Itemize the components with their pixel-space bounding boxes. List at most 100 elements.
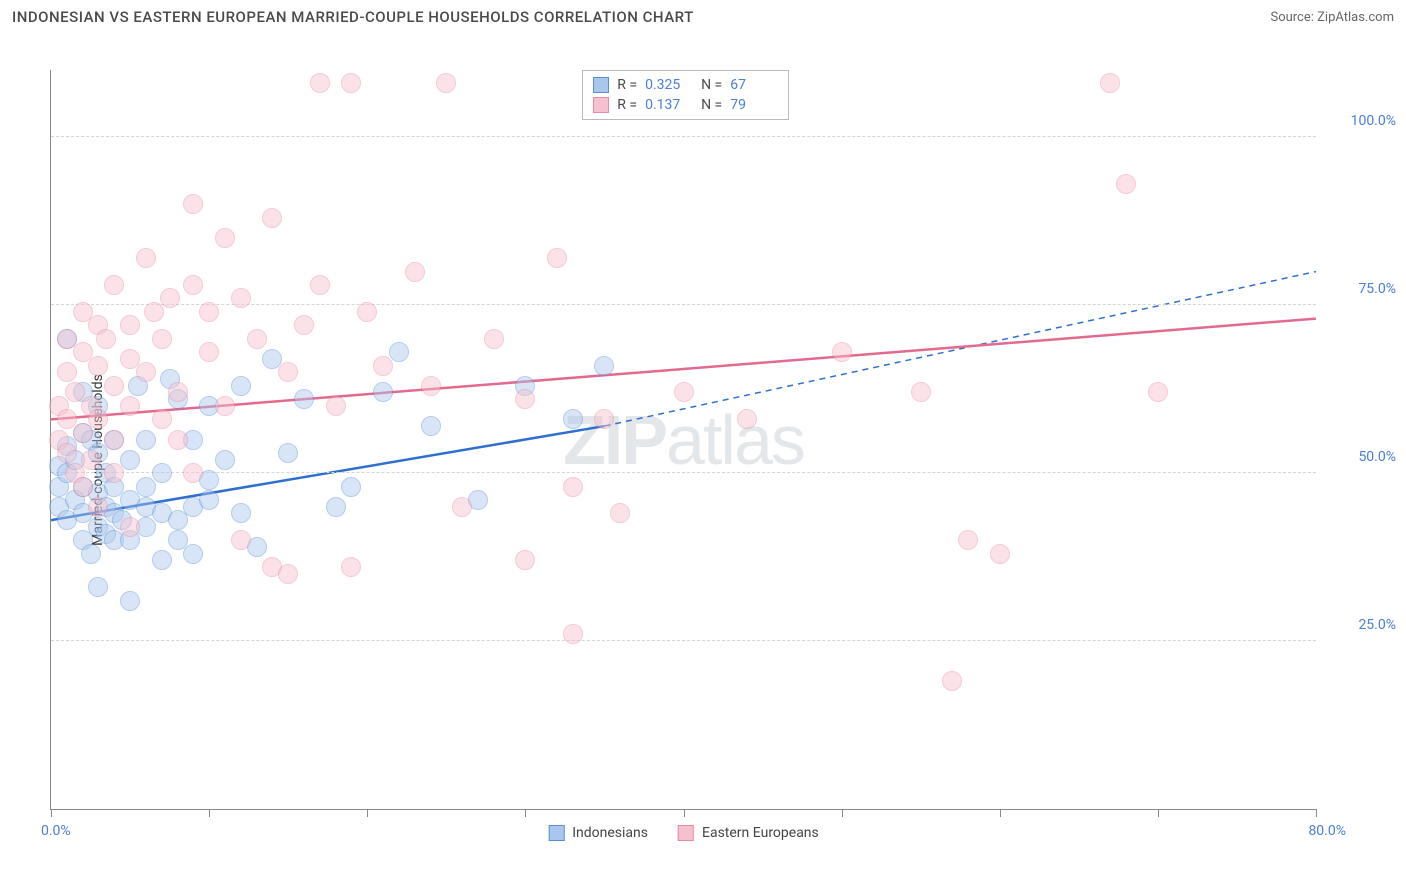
scatter-point-eastern_europeans [373, 356, 393, 376]
scatter-point-eastern_europeans [547, 248, 567, 268]
scatter-point-eastern_europeans [326, 396, 346, 416]
scatter-point-eastern_europeans [231, 288, 251, 308]
x-tick [1158, 809, 1159, 817]
plot-area: ZIPatlas R =0.325N =67R =0.137N =79 0.0%… [50, 70, 1316, 810]
x-axis-max-label: 80.0% [1308, 823, 1346, 839]
scatter-point-eastern_europeans [262, 208, 282, 228]
scatter-point-eastern_europeans [294, 315, 314, 335]
legend-swatch [593, 97, 609, 113]
scatter-point-eastern_europeans [958, 530, 978, 550]
scatter-point-eastern_europeans [57, 443, 77, 463]
scatter-point-indonesians [120, 450, 140, 470]
scatter-point-eastern_europeans [136, 248, 156, 268]
legend-swatch [678, 825, 694, 841]
stats-row-indonesians: R = 0.325 N = 67 [593, 75, 778, 95]
r-value: 0.325 [645, 77, 693, 93]
legend-swatch [548, 825, 564, 841]
scatter-point-indonesians [136, 477, 156, 497]
scatter-point-eastern_europeans [183, 275, 203, 295]
legend-label: Eastern Europeans [702, 825, 819, 841]
scatter-point-eastern_europeans [120, 315, 140, 335]
x-tick [1316, 809, 1317, 817]
scatter-point-eastern_europeans [104, 463, 124, 483]
legend-item-eastern_europeans: Eastern Europeans [678, 825, 819, 841]
scatter-point-eastern_europeans [484, 329, 504, 349]
gridline [51, 136, 1316, 137]
x-tick [684, 809, 685, 817]
bottom-legend: IndonesiansEastern Europeans [548, 825, 819, 841]
scatter-point-eastern_europeans [594, 409, 614, 429]
scatter-point-indonesians [88, 577, 108, 597]
scatter-point-eastern_europeans [57, 362, 77, 382]
scatter-point-eastern_europeans [81, 450, 101, 470]
scatter-point-eastern_europeans [168, 430, 188, 450]
scatter-point-eastern_europeans [515, 550, 535, 570]
x-axis-min-label: 0.0% [41, 823, 71, 839]
scatter-point-eastern_europeans [88, 497, 108, 517]
scatter-point-eastern_europeans [215, 396, 235, 416]
scatter-point-eastern_europeans [563, 624, 583, 644]
scatter-point-eastern_europeans [199, 302, 219, 322]
legend-swatch [593, 77, 609, 93]
n-label: N = [701, 77, 722, 93]
scatter-point-indonesians [199, 490, 219, 510]
x-tick [209, 809, 210, 817]
y-tick-label: 25.0% [1326, 617, 1396, 633]
scatter-point-indonesians [231, 503, 251, 523]
scatter-point-indonesians [563, 409, 583, 429]
chart-container: Married-couple Households ZIPatlas R =0.… [0, 30, 1406, 890]
scatter-point-eastern_europeans [104, 430, 124, 450]
n-value: 67 [730, 77, 778, 93]
scatter-point-eastern_europeans [942, 671, 962, 691]
scatter-point-eastern_europeans [160, 288, 180, 308]
scatter-point-indonesians [215, 450, 235, 470]
scatter-point-eastern_europeans [357, 302, 377, 322]
x-tick [1000, 809, 1001, 817]
scatter-point-indonesians [594, 356, 614, 376]
stats-legend-box: R = 0.325 N = 67 R = 0.137 N = 79 [582, 70, 789, 120]
n-label: N = [701, 97, 722, 113]
r-value: 0.137 [645, 97, 693, 113]
scatter-point-eastern_europeans [247, 329, 267, 349]
gridline [51, 640, 1316, 641]
scatter-point-eastern_europeans [120, 517, 140, 537]
x-tick [51, 809, 52, 817]
scatter-point-eastern_europeans [104, 376, 124, 396]
scatter-point-eastern_europeans [832, 342, 852, 362]
r-label: R = [617, 97, 637, 113]
scatter-point-eastern_europeans [421, 376, 441, 396]
scatter-point-indonesians [294, 389, 314, 409]
scatter-point-indonesians [278, 443, 298, 463]
scatter-point-eastern_europeans [563, 477, 583, 497]
scatter-point-indonesians [231, 376, 251, 396]
scatter-point-indonesians [341, 477, 361, 497]
scatter-point-indonesians [81, 544, 101, 564]
scatter-point-eastern_europeans [136, 362, 156, 382]
scatter-point-eastern_europeans [1116, 174, 1136, 194]
scatter-point-indonesians [389, 342, 409, 362]
y-tick-label: 100.0% [1326, 113, 1396, 129]
scatter-point-eastern_europeans [310, 275, 330, 295]
scatter-point-eastern_europeans [278, 362, 298, 382]
scatter-point-eastern_europeans [73, 423, 93, 443]
r-label: R = [617, 77, 637, 93]
scatter-point-eastern_europeans [183, 463, 203, 483]
x-tick [842, 809, 843, 817]
scatter-point-eastern_europeans [452, 497, 472, 517]
scatter-point-indonesians [152, 550, 172, 570]
scatter-point-eastern_europeans [341, 73, 361, 93]
stats-row-eastern_europeans: R = 0.137 N = 79 [593, 95, 778, 115]
scatter-point-indonesians [326, 497, 346, 517]
scatter-point-eastern_europeans [215, 228, 235, 248]
y-tick-label: 75.0% [1326, 281, 1396, 297]
scatter-point-eastern_europeans [152, 329, 172, 349]
gridline [51, 472, 1316, 473]
watermark-atlas: atlas [666, 401, 804, 479]
scatter-point-eastern_europeans [674, 382, 694, 402]
source-label: Source: ZipAtlas.com [1270, 10, 1394, 25]
n-value: 79 [730, 97, 778, 113]
scatter-point-eastern_europeans [737, 409, 757, 429]
scatter-point-eastern_europeans [104, 275, 124, 295]
scatter-point-indonesians [168, 510, 188, 530]
scatter-point-eastern_europeans [1148, 382, 1168, 402]
